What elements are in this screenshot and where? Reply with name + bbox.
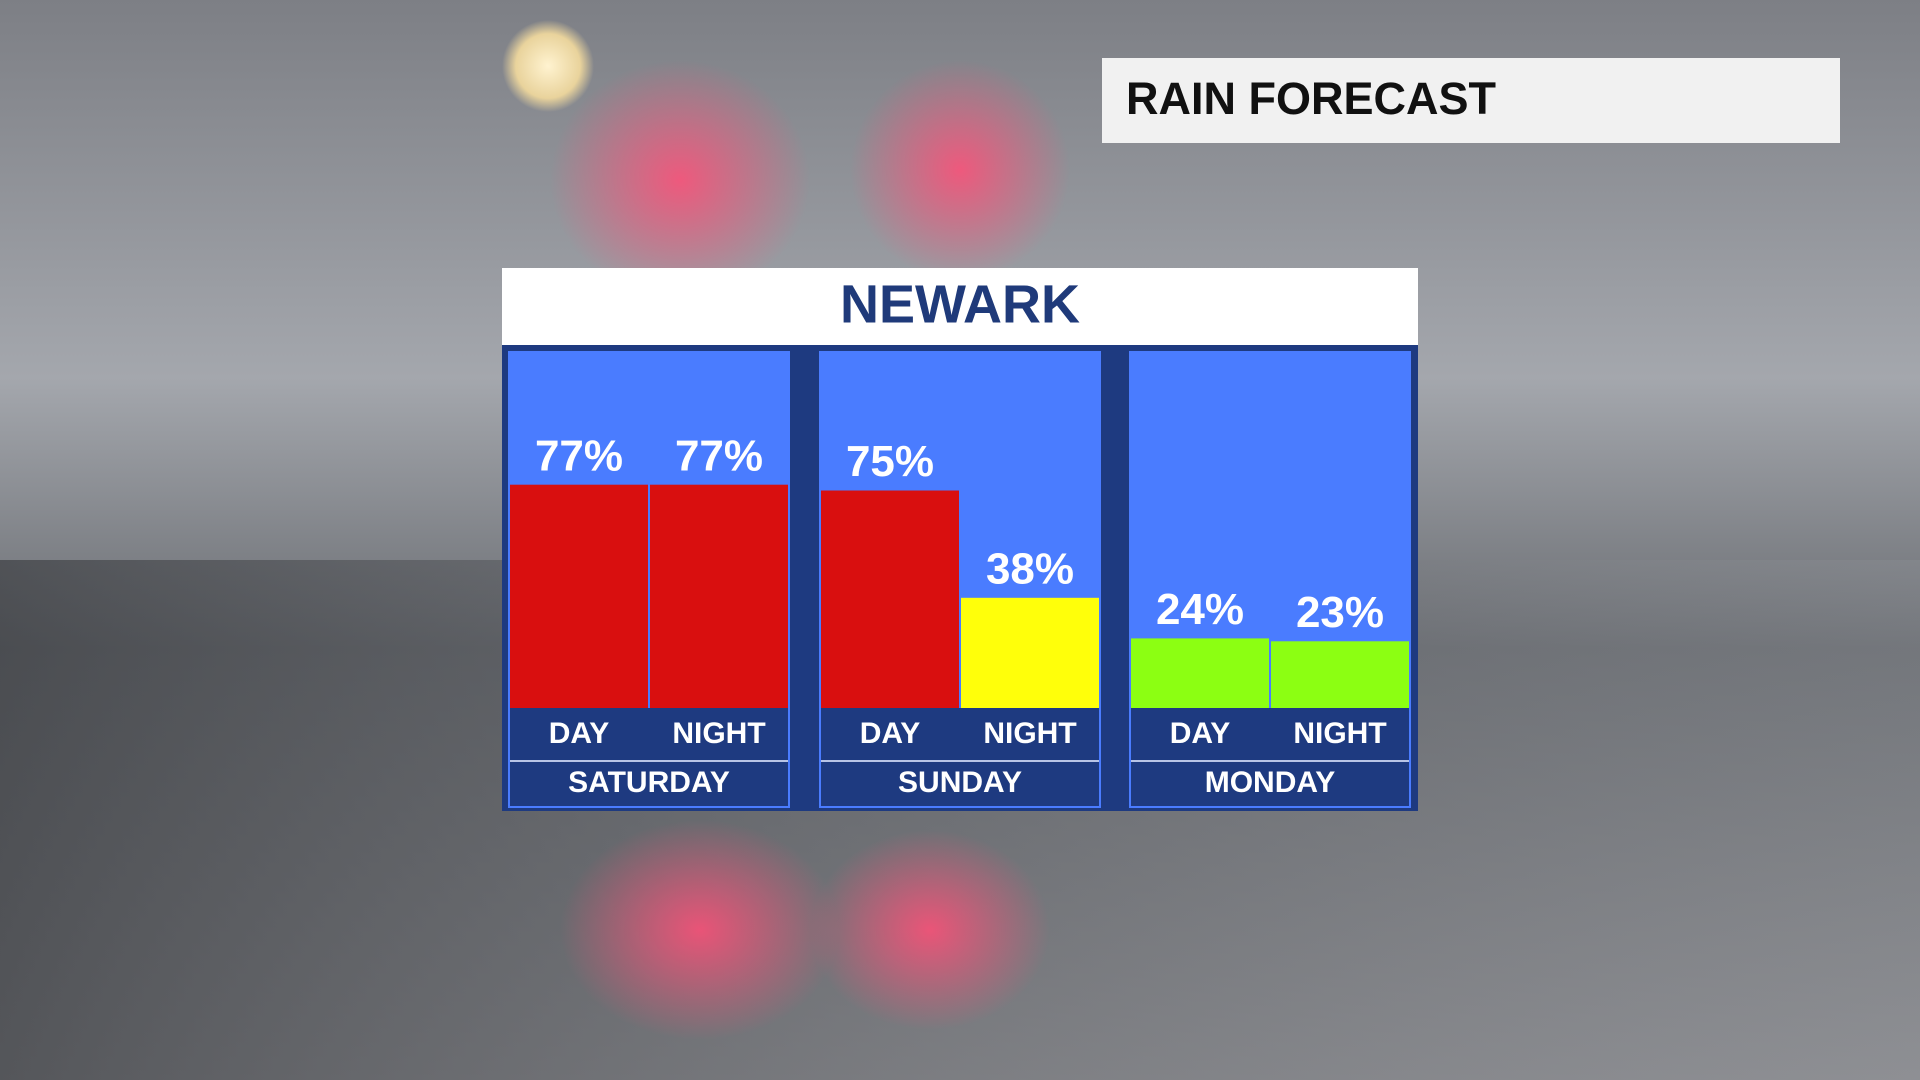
bar xyxy=(510,484,648,708)
value-label: 77% xyxy=(535,431,623,480)
value-label: 77% xyxy=(675,431,763,480)
light-blur xyxy=(550,60,810,300)
value-label: 75% xyxy=(846,437,934,486)
category-label: DAY xyxy=(1170,717,1231,750)
label-strip xyxy=(510,708,788,806)
group-label: SATURDAY xyxy=(568,766,730,799)
bar xyxy=(650,484,788,708)
header-box xyxy=(1102,58,1840,143)
category-label: NIGHT xyxy=(1293,717,1386,750)
panels: SATURDAY 77% DAY 77% NIGHT SUNDAY 75% DAY 38% NIG… xyxy=(508,351,1411,808)
bar xyxy=(1131,638,1269,708)
label-strip xyxy=(821,708,1099,806)
category-label: NIGHT xyxy=(983,717,1076,750)
light-blur xyxy=(850,60,1070,280)
bar xyxy=(961,597,1099,708)
bar xyxy=(821,490,959,708)
title-box xyxy=(502,268,1418,345)
value-label: 38% xyxy=(986,544,1074,593)
light-reflection xyxy=(560,820,840,1040)
value-label: 24% xyxy=(1156,585,1244,634)
value-label: 23% xyxy=(1296,588,1384,637)
category-label: NIGHT xyxy=(672,717,765,750)
header-text: RAIN FORECAST xyxy=(1126,73,1496,124)
category-label: DAY xyxy=(549,717,610,750)
light-reflection xyxy=(810,830,1050,1030)
street-lamp xyxy=(502,20,594,112)
bar xyxy=(1271,641,1409,708)
label-strip xyxy=(1131,708,1409,806)
group-label: MONDAY xyxy=(1205,766,1336,799)
category-label: DAY xyxy=(860,717,921,750)
chart-title: NEWARK xyxy=(840,274,1080,334)
group-label: SUNDAY xyxy=(898,766,1022,799)
